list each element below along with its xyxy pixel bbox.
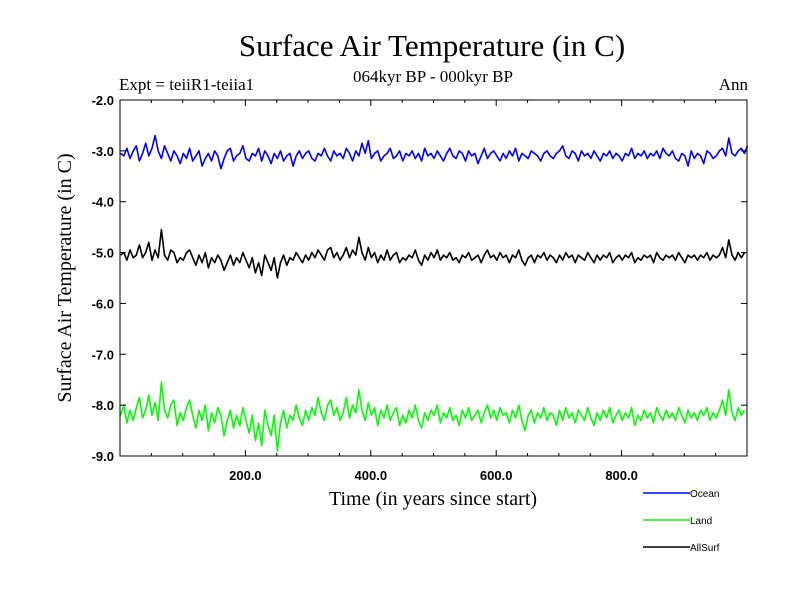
y-tick-label: -6.0 xyxy=(92,296,114,311)
axis-ticks-layer xyxy=(120,99,747,457)
y-tick-label: -5.0 xyxy=(92,246,114,261)
chart-title: Surface Air Temperature (in C) xyxy=(239,28,625,63)
y-tick-label: -7.0 xyxy=(92,347,114,362)
x-tick-label: 800.0 xyxy=(605,468,638,483)
legend-label-allsurf: AllSurf xyxy=(690,543,720,554)
series-lines-layer xyxy=(119,134,749,452)
tick-labels-layer: -2.0 -3.0 -4.0 -5.0 -6.0 -7.0 -8.0 -9.0 200.0 400… xyxy=(92,93,638,483)
y-tick-label: -3.0 xyxy=(92,144,114,159)
x-tick-label: 600.0 xyxy=(480,468,513,483)
season-label: Ann xyxy=(719,75,749,94)
series-line-land xyxy=(119,381,746,452)
series-line-ocean xyxy=(120,134,749,170)
y-tick-label: -8.0 xyxy=(92,398,114,413)
x-tick-label: 400.0 xyxy=(355,468,388,483)
x-axis-label: Time (in years since start) xyxy=(329,488,537,510)
series-line-allsurf xyxy=(120,228,746,279)
expt-label: Expt = teiiR1-teiia1 xyxy=(119,75,254,94)
y-axis-label: Surface Air Temperature (in C) xyxy=(54,153,76,402)
y-tick-label: -4.0 xyxy=(92,195,114,210)
chart-subtitle: 064kyr BP - 000kyr BP xyxy=(353,67,513,86)
y-tick-label: -2.0 xyxy=(92,93,114,108)
legend-label-ocean: Ocean xyxy=(690,489,719,500)
legend: Ocean Land AllSurf xyxy=(643,489,720,554)
y-tick-label: -9.0 xyxy=(92,449,114,464)
x-tick-label: 200.0 xyxy=(229,468,262,483)
legend-label-land: Land xyxy=(690,516,712,527)
